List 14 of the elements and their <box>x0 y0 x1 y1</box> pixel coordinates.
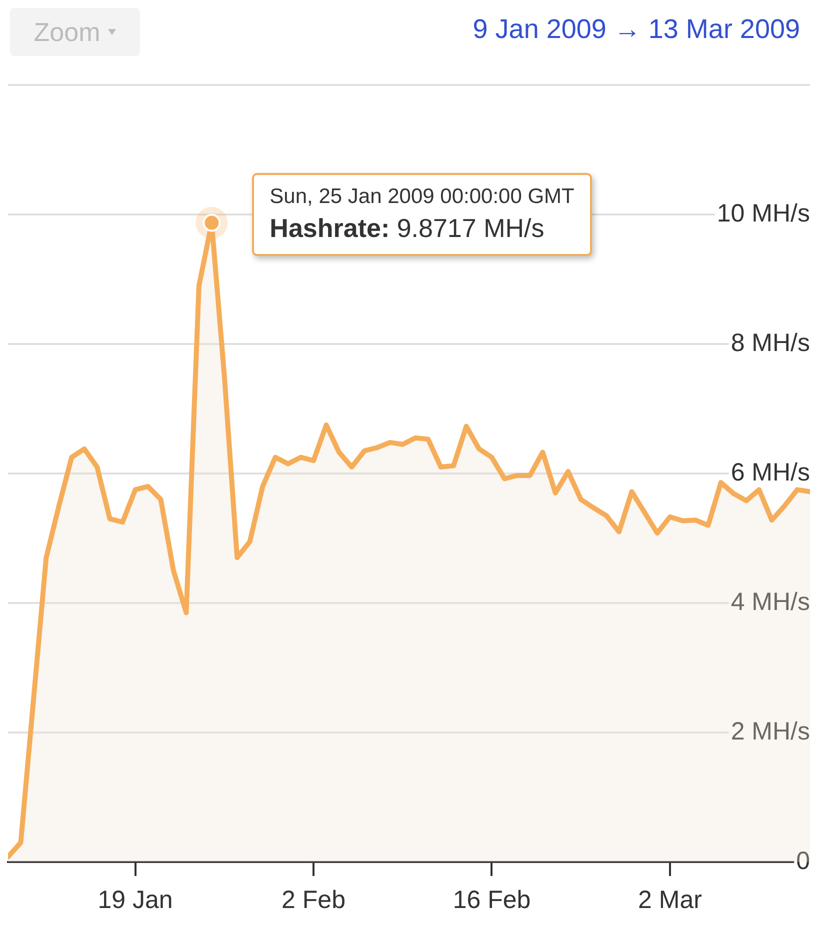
y-tick-label: 0 <box>796 846 810 875</box>
y-tick-label: 4 MH/s <box>730 588 810 616</box>
y-tick-label: 10 MH/s <box>716 199 810 228</box>
x-tick-label: 16 Feb <box>452 886 531 914</box>
text: Zoom <box>34 16 100 48</box>
y-tick-label: 2 MH/s <box>730 717 810 746</box>
x-tick-label: 2 Mar <box>638 886 702 914</box>
chart-subtitle: 9 Jan 2009 → 13 Mar 2009 <box>472 14 800 45</box>
y-tick-label: 8 MH/s <box>730 328 810 357</box>
y-tick-label: 6 MH/s <box>730 458 810 486</box>
annotation: Hashrate: 9.8717 MH/s <box>270 212 544 243</box>
x-tick-label: 19 Jan <box>98 886 173 914</box>
annotation: Sun, 25 Jan 2009 00:00:00 GMT <box>270 184 574 208</box>
x-tick-label: 2 Feb <box>282 886 346 914</box>
